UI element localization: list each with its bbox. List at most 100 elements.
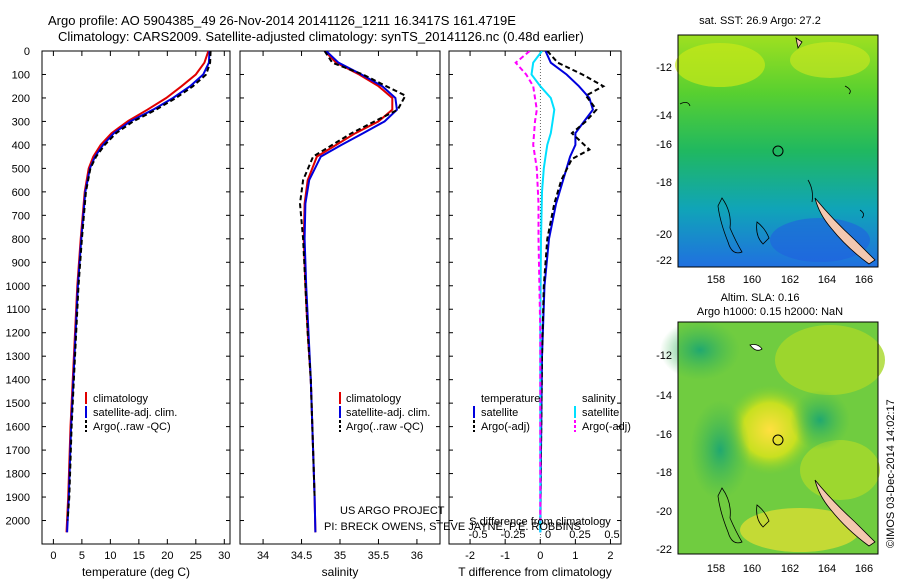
y-tick-label: 200: [12, 93, 30, 105]
y-tick-label: 1500: [6, 398, 30, 410]
y-tick-label: 1400: [6, 375, 30, 387]
island-shape: [795, 37, 803, 50]
lon-tick: 158: [707, 563, 725, 575]
legend-label: climatology: [346, 393, 402, 405]
difference-x-label-salinity: S difference from climatology: [469, 516, 611, 528]
reef-contour: [807, 179, 813, 203]
lat-tick: -20: [656, 506, 672, 518]
new-caledonia-shape: [814, 197, 876, 265]
lon-tick: 162: [781, 563, 799, 575]
sla-map: [660, 320, 885, 555]
difference-series: [514, 51, 606, 544]
lat-tick: -12: [656, 62, 672, 74]
y-tick-label: 1800: [6, 469, 30, 481]
project-pi: PI: BRECK OWENS, STEVE JAYNE, P.E. ROBBI…: [324, 521, 581, 533]
lat-tick: -20: [656, 229, 672, 241]
y-tick-label: 400: [12, 140, 30, 152]
y-tick-label: 600: [12, 187, 30, 199]
y-tick-label: 1600: [6, 422, 30, 434]
lat-tick: -14: [656, 390, 672, 402]
x-tick-label: 36: [411, 550, 423, 562]
lon-tick: 166: [855, 274, 873, 286]
x2-tick-label: 0.25: [569, 529, 590, 541]
x-tick-label: 34.5: [291, 550, 312, 562]
y-tick-label: 0: [24, 46, 30, 58]
reef-contour: [756, 504, 770, 528]
lon-tick: 166: [855, 563, 873, 575]
lon-tick: 160: [743, 563, 761, 575]
legend-label: Argo(..raw -QC): [346, 421, 424, 433]
legend-label: satellite: [481, 407, 518, 419]
legend-label: climatology: [93, 393, 149, 405]
difference-legend: temperature satellite Argo(-adj) salinit…: [473, 393, 631, 433]
salinity-panel: [239, 50, 441, 545]
sla-low-patch: [660, 320, 740, 380]
salinity-legend: climatology satellite-adj. clim. Argo(..…: [339, 392, 430, 433]
y-tick-label: 1000: [6, 281, 30, 293]
x-tick-label: 15: [133, 550, 145, 562]
sla-low-patch: [690, 400, 750, 500]
lon-tick: 160: [743, 274, 761, 286]
x2-tick-label: -0.5: [469, 529, 488, 541]
x-tick-label: -2: [465, 550, 475, 562]
y-tick-label: 800: [12, 234, 30, 246]
y-tick-label: 700: [12, 210, 30, 222]
salinity-series: [298, 51, 407, 533]
new-caledonia-shape: [814, 479, 876, 547]
x-tick-label: 5: [79, 550, 85, 562]
series-line-argo-raw-qc-: [298, 51, 407, 498]
lon-tick: 158: [707, 274, 725, 286]
x-tick-label: 30: [218, 550, 230, 562]
legend-label: satellite-adj. clim.: [346, 407, 430, 419]
lat-tick: -18: [656, 467, 672, 479]
y-tick-label: 1900: [6, 492, 30, 504]
salinity-x-axis: 34 34.5 35 35.5 36: [240, 50, 440, 562]
header-line-1: Argo profile: AO 5904385_49 26-Nov-2014 …: [48, 13, 516, 28]
sla-high-patch: [800, 440, 880, 500]
lat-tick: -22: [656, 255, 672, 267]
sst-warm-patch: [790, 42, 870, 78]
reef-contour: [717, 197, 743, 254]
x-tick-label: 2: [607, 550, 613, 562]
temperature-x-label: temperature (deg C): [82, 565, 190, 579]
lon-tick: 164: [818, 274, 836, 286]
sst-map: [675, 34, 879, 268]
legend-heading: salinity: [582, 393, 616, 405]
legend-label: Argo(..raw -QC): [93, 421, 171, 433]
difference-x-axis-2: -0.5 -0.25 0 0.25 0.5: [469, 529, 620, 541]
sla-map-frame: [677, 321, 879, 555]
series-line-temperature-argo-adj-: [539, 51, 606, 521]
x-tick-label: 35.5: [368, 550, 389, 562]
lat-tick: -18: [656, 177, 672, 189]
reef-contour: [679, 85, 864, 219]
legend-label: Argo(-adj): [582, 421, 631, 433]
y-tick-label: 100: [12, 69, 30, 81]
sla-low-patch: [790, 390, 850, 450]
x-tick-label: 34: [257, 550, 269, 562]
y-tick-label: 1200: [6, 328, 30, 340]
sst-map-title: sat. SST: 26.9 Argo: 27.2: [699, 15, 821, 27]
lon-tick: 162: [781, 274, 799, 286]
y-tick-label: 2000: [6, 516, 30, 528]
lat-tick: -14: [656, 110, 672, 122]
x2-tick-label: 0.5: [604, 529, 619, 541]
legend-label: satellite-adj. clim.: [93, 407, 177, 419]
depth-axis: 0 100 200 300 400 500 600 700 800 900 1000 1100 1200…: [6, 46, 30, 528]
temperature-x-axis: 0 5 10 15 20 25 30: [42, 50, 230, 562]
header-line-2: Climatology: CARS2009. Satellite-adjuste…: [58, 29, 584, 44]
sla-map-axes: -12 -14 -16 -18 -20 -22 158 160 162 164 …: [656, 350, 873, 575]
x-tick-label: 25: [190, 550, 202, 562]
y-tick-label: 1700: [6, 445, 30, 457]
lat-tick: -16: [656, 139, 672, 151]
legend-label: Argo(-adj): [481, 421, 530, 433]
x-tick-label: 35: [334, 550, 346, 562]
x-tick-label: 1: [572, 550, 578, 562]
lon-tick: 164: [818, 563, 836, 575]
temperature-series: [65, 51, 212, 533]
legend-label: satellite: [582, 407, 619, 419]
sla-map-title-2: Argo h1000: 0.15 h2000: NaN: [697, 306, 843, 318]
sla-high-patch: [740, 508, 860, 552]
x2-tick-label: 0: [545, 529, 551, 541]
reef-contour: [717, 487, 743, 544]
